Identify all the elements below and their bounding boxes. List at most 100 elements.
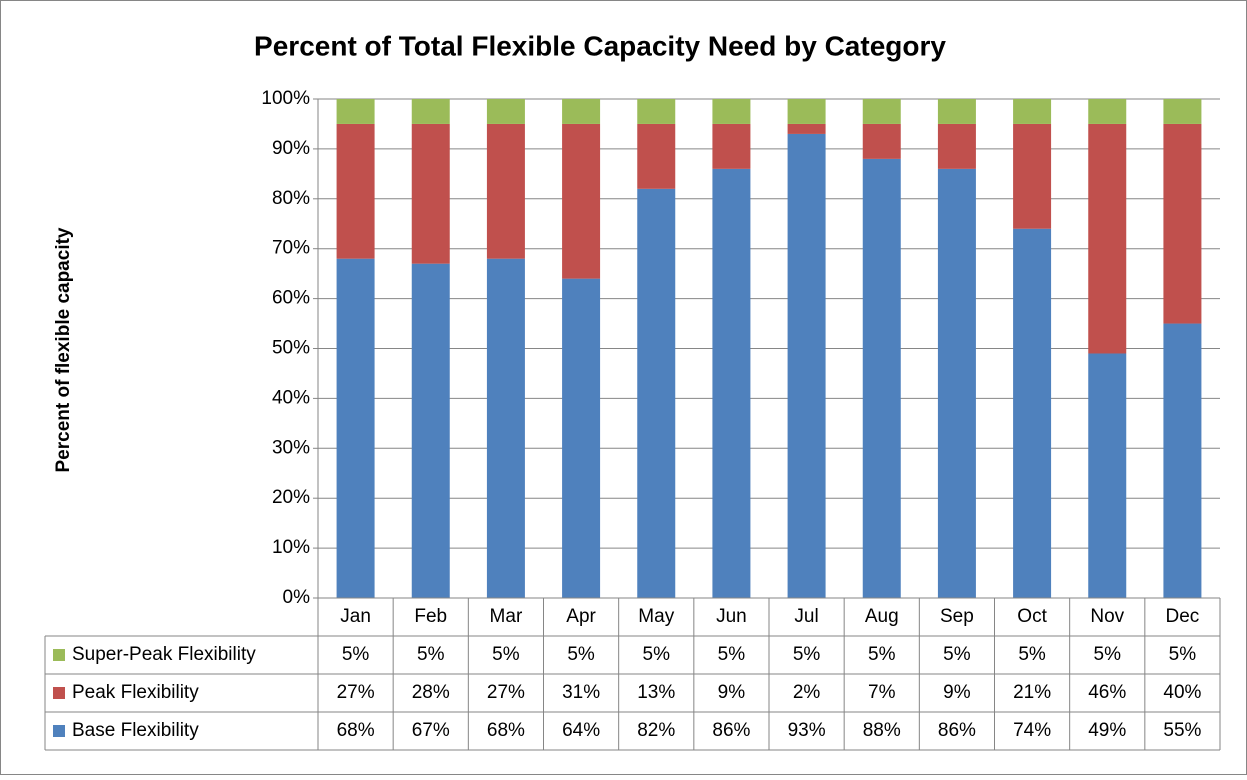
legend-swatch	[53, 687, 65, 699]
y-tick-label: 50%	[272, 338, 310, 359]
bar-segment	[862, 158, 901, 598]
legend-label: Super-Peak Flexibility	[72, 644, 256, 665]
bar-segment	[562, 99, 601, 124]
y-tick-label: 20%	[272, 487, 310, 508]
table-value: 68%	[487, 720, 525, 741]
bar-segment	[712, 99, 751, 124]
table-value: 68%	[337, 720, 375, 741]
bar-segment	[862, 123, 901, 159]
x-tick-label: May	[638, 606, 674, 627]
table-value: 86%	[938, 720, 976, 741]
table-value: 40%	[1163, 682, 1201, 703]
table-value: 27%	[337, 682, 375, 703]
legend-swatch	[53, 649, 65, 661]
table-value: 5%	[492, 644, 520, 665]
table-value: 31%	[562, 682, 600, 703]
y-tick-label: 90%	[272, 138, 310, 159]
y-tick-label: 30%	[272, 437, 310, 458]
table-value: 5%	[567, 644, 595, 665]
bar-segment	[637, 188, 676, 598]
bar-segment	[411, 99, 450, 124]
table-value: 7%	[868, 682, 896, 703]
table-value: 5%	[718, 644, 746, 665]
table-value: 9%	[943, 682, 971, 703]
bar-segment	[712, 123, 751, 169]
table-value: 5%	[868, 644, 896, 665]
bar-segment	[336, 123, 375, 259]
table-value: 21%	[1013, 682, 1051, 703]
bar-segment	[787, 123, 826, 134]
bar-segment	[1013, 228, 1052, 599]
y-tick-label: 80%	[272, 188, 310, 209]
bar-segment	[787, 99, 826, 124]
table-value: 5%	[793, 644, 821, 665]
bar-segment	[637, 123, 676, 189]
bar-segment	[937, 99, 976, 124]
bar-segment	[1088, 353, 1127, 598]
bar-segment	[486, 123, 525, 259]
x-tick-label: Jun	[716, 606, 747, 627]
table-value: 9%	[718, 682, 746, 703]
y-tick-label: 100%	[261, 88, 310, 109]
table-value: 74%	[1013, 720, 1051, 741]
bar-segment	[937, 168, 976, 599]
bar-segment	[411, 263, 450, 598]
bar-segment	[336, 99, 375, 124]
bar-segment	[1163, 99, 1202, 124]
legend-label: Peak Flexibility	[72, 682, 199, 703]
chart-title: Percent of Total Flexible Capacity Need …	[254, 30, 946, 61]
table-value: 2%	[793, 682, 821, 703]
bar-segment	[562, 278, 601, 598]
y-tick-label: 40%	[272, 387, 310, 408]
x-tick-label: Apr	[566, 606, 596, 627]
table-value: 5%	[1018, 644, 1046, 665]
table-value: 64%	[562, 720, 600, 741]
y-tick-label: 10%	[272, 537, 310, 558]
table-value: 5%	[1094, 644, 1122, 665]
y-tick-label: 0%	[283, 587, 311, 608]
bar-segment	[712, 168, 751, 599]
x-tick-label: Jul	[794, 606, 818, 627]
bar-segment	[1013, 123, 1052, 229]
bar-segment	[562, 123, 601, 279]
table-value: 82%	[637, 720, 675, 741]
table-value: 88%	[863, 720, 901, 741]
table-value: 93%	[788, 720, 826, 741]
table-value: 49%	[1088, 720, 1126, 741]
x-tick-label: Sep	[940, 606, 974, 627]
table-value: 67%	[412, 720, 450, 741]
bar-segment	[1163, 123, 1202, 324]
bar-segment	[862, 99, 901, 124]
table-value: 46%	[1088, 682, 1126, 703]
table-value: 28%	[412, 682, 450, 703]
x-tick-label: Nov	[1090, 606, 1124, 627]
bar-segment	[486, 99, 525, 124]
y-tick-label: 60%	[272, 288, 310, 309]
legend-swatch	[53, 725, 65, 737]
bar-segment	[1013, 99, 1052, 124]
table-value: 5%	[643, 644, 671, 665]
table-value: 5%	[943, 644, 971, 665]
x-tick-label: Jan	[340, 606, 371, 627]
legend-label: Base Flexibility	[72, 720, 199, 741]
x-tick-label: Aug	[865, 606, 899, 627]
x-tick-label: Dec	[1166, 606, 1200, 627]
bar-segment	[1163, 323, 1202, 598]
table-value: 86%	[712, 720, 750, 741]
x-tick-label: Mar	[490, 606, 523, 627]
table-value: 55%	[1163, 720, 1201, 741]
table-value: 5%	[342, 644, 370, 665]
y-tick-label: 70%	[272, 238, 310, 259]
table-value: 5%	[417, 644, 445, 665]
bar-segment	[1088, 123, 1127, 354]
bar-segment	[411, 123, 450, 264]
table-value: 27%	[487, 682, 525, 703]
table-value: 13%	[637, 682, 675, 703]
y-axis-label: Percent of flexible capacity	[53, 227, 74, 472]
bar-segment	[486, 258, 525, 598]
x-tick-label: Oct	[1017, 606, 1047, 627]
bar-segment	[787, 133, 826, 598]
bar-segment	[1088, 99, 1127, 124]
bar-segment	[937, 123, 976, 169]
